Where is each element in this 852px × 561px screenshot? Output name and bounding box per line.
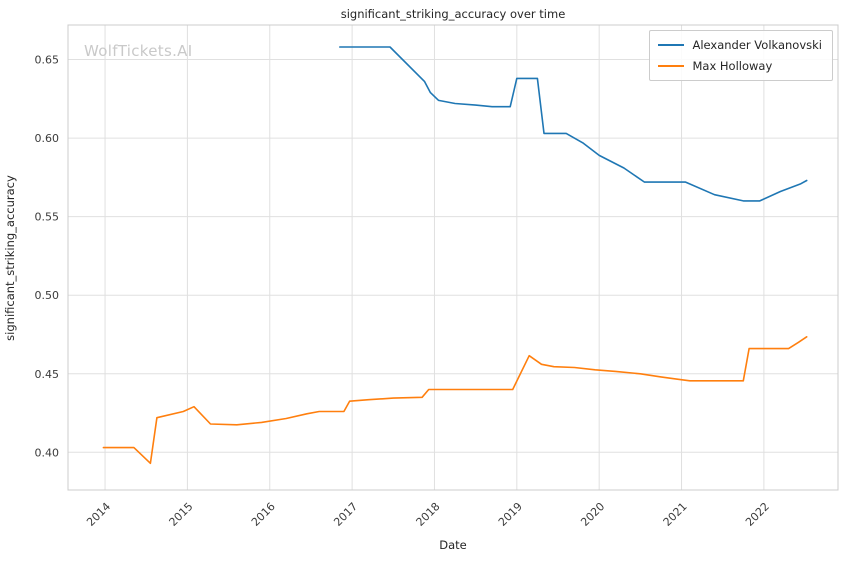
x-tick-label: 2019 — [496, 500, 525, 529]
x-tick-label: 2017 — [331, 500, 360, 529]
watermark: WolfTickets.AI — [84, 42, 193, 60]
x-tick-label: 2014 — [84, 500, 113, 529]
x-tick-label: 2021 — [661, 500, 690, 529]
chart-title: significant_striking_accuracy over time — [340, 7, 566, 21]
series-line-0 — [338, 46, 808, 202]
x-tick-label: 2020 — [578, 500, 607, 529]
legend-item-holloway: Max Holloway — [658, 59, 822, 73]
y-tick-label: 0.60 — [35, 132, 60, 145]
x-axis-label: Date — [439, 538, 467, 552]
y-tick-label: 0.65 — [35, 54, 60, 67]
legend-line-swatch-volkanovski — [658, 44, 685, 46]
y-tick-label: 0.40 — [35, 446, 60, 459]
legend-line-swatch-holloway — [658, 65, 685, 67]
legend: Alexander Volkanovski Max Holloway — [649, 30, 833, 81]
y-tick-label: 0.45 — [35, 368, 60, 381]
series-line-1 — [102, 335, 808, 465]
y-tick-label: 0.50 — [35, 289, 60, 302]
plot-frame — [67, 24, 839, 491]
x-tick-label: 2016 — [249, 500, 278, 529]
legend-item-volkanovski: Alexander Volkanovski — [658, 38, 822, 52]
y-tick-label: 0.55 — [35, 211, 60, 224]
y-axis-label: significant_striking_accuracy — [3, 175, 17, 341]
legend-label: Max Holloway — [692, 59, 773, 73]
x-tick-label: 2015 — [167, 500, 196, 529]
legend-label: Alexander Volkanovski — [692, 38, 822, 52]
x-tick-label: 2022 — [743, 500, 772, 529]
x-tick-label: 2018 — [414, 500, 443, 529]
